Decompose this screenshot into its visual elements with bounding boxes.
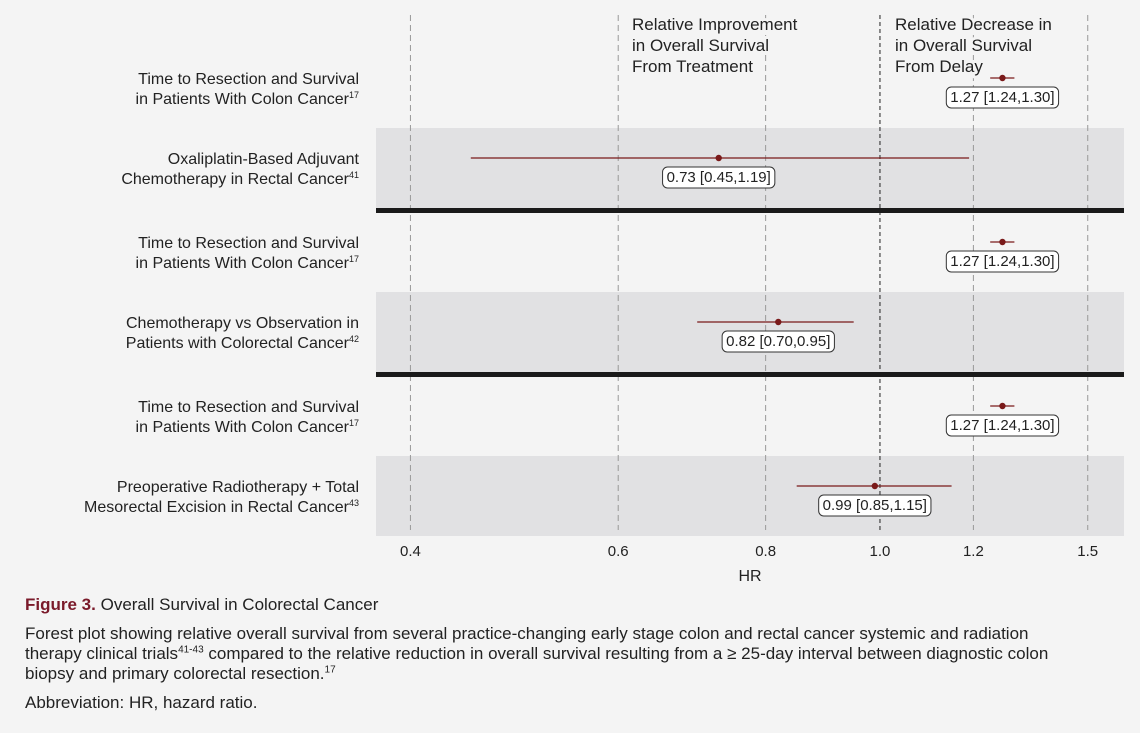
row-label-text: Mesorectal Excision in Rectal Cancer <box>84 499 350 516</box>
annotation: in Overall Survival <box>895 36 1032 55</box>
row-label-text: Oxaliplatin-Based Adjuvant <box>168 151 360 168</box>
reference: 17 <box>349 254 359 264</box>
value-label: 0.99 [0.85,1.15] <box>818 494 932 517</box>
value-label-text: 0.73 [0.45,1.19] <box>667 169 771 186</box>
value-label-box <box>818 494 932 517</box>
x-axis-label: HR <box>738 568 761 585</box>
annotation: in Overall Survival <box>632 36 769 55</box>
value-label: 0.82 [0.70,0.95] <box>721 330 835 353</box>
x-tick-label: 0.4 <box>400 543 421 560</box>
row-label-text: Time to Resection and Survival <box>138 235 359 252</box>
reference: 17 <box>324 664 336 676</box>
forest-plot: 0.4 0.6 0.8 1.0 1.2 1.5 Relative Improvement in… <box>83 15 1124 585</box>
hazard-ratio-point <box>775 318 782 326</box>
reference: 41 <box>349 170 359 180</box>
figure-title: Overall Survival in Colorectal Cancer <box>100 595 379 614</box>
caption-title: Figure 3. Overall Survival in Colorectal… <box>25 595 1085 615</box>
text: Forest plot showing relative overall sur… <box>25 624 1029 663</box>
row-label-text: in Patients With Colon Cancer <box>136 255 350 272</box>
row-label-text: in Patients With Colon Cancer <box>136 91 350 108</box>
annotation: Relative Improvement <box>632 15 798 34</box>
reference: 41-43 <box>178 644 204 656</box>
value-label-box <box>721 330 835 353</box>
hazard-ratio-point <box>715 154 722 162</box>
text: compared to the relative reduction in ov… <box>25 644 1049 683</box>
row-label: Chemotherapy vs Observation in <box>126 315 359 332</box>
hazard-ratio-point <box>999 74 1006 82</box>
value-label: 1.27 [1.24,1.30] <box>945 250 1060 273</box>
row-label-text: Patients with Colorectal Cancer <box>126 335 350 352</box>
row-separator <box>376 372 1124 377</box>
row-label: Mesorectal Excision in Rectal Cancer43 <box>84 498 359 516</box>
row-label: Preoperative Radiotherapy + Total <box>117 479 359 496</box>
row-separator <box>376 208 1124 213</box>
figure-number: Figure 3. <box>25 595 96 614</box>
value-label: 0.73 [0.45,1.19] <box>662 166 776 189</box>
row-label: Time to Resection and Survival <box>138 235 359 252</box>
value-label-text: 1.27 [1.24,1.30] <box>950 417 1054 434</box>
reference: 42 <box>349 334 359 344</box>
reference: 43 <box>349 498 359 508</box>
row-label: Time to Resection and Survival <box>138 399 359 416</box>
row-label: Oxaliplatin-Based Adjuvant <box>168 151 360 168</box>
hazard-ratio-point <box>999 402 1006 410</box>
value-label-box <box>945 414 1060 437</box>
row-label: Patients with Colorectal Cancer42 <box>126 334 359 352</box>
value-label-text: 1.27 [1.24,1.30] <box>950 89 1054 106</box>
row-label-text: Preoperative Radiotherapy + Total <box>117 479 359 496</box>
annotation: Relative Decrease in <box>895 15 1052 34</box>
hazard-ratio-point <box>999 238 1006 246</box>
row-label-text: Time to Resection and Survival <box>138 71 359 88</box>
x-tick-label: 1.2 <box>963 543 984 560</box>
abbreviation: Abbreviation: HR, hazard ratio. <box>25 693 258 712</box>
value-label: 1.27 [1.24,1.30] <box>945 414 1060 437</box>
x-tick-label: 1.0 <box>870 543 891 560</box>
reference: 17 <box>349 418 359 428</box>
value-label-text: 0.99 [0.85,1.15] <box>823 497 927 514</box>
row-label-text: in Patients With Colon Cancer <box>136 419 350 436</box>
reference: 17 <box>349 90 359 100</box>
row-band <box>376 456 1124 536</box>
row-label: Chemotherapy in Rectal Cancer41 <box>121 170 359 188</box>
row-label: in Patients With Colon Cancer17 <box>136 90 359 108</box>
value-label-box <box>945 86 1060 109</box>
x-tick-label: 1.5 <box>1077 543 1098 560</box>
value-label-box <box>945 250 1060 273</box>
row-label: Time to Resection and Survival <box>138 71 359 88</box>
value-label: 1.27 [1.24,1.30] <box>945 86 1060 109</box>
value-label-text: 0.82 [0.70,0.95] <box>726 333 830 350</box>
annotation: From Delay <box>895 57 983 76</box>
row-label-text: Time to Resection and Survival <box>138 399 359 416</box>
row-label-text: Chemotherapy vs Observation in <box>126 315 359 332</box>
caption-body: Forest plot showing relative overall sur… <box>25 624 1085 684</box>
value-label-box <box>662 166 776 189</box>
annotation: From Treatment <box>632 57 753 76</box>
row-label: in Patients With Colon Cancer17 <box>136 418 359 436</box>
value-label-text: 1.27 [1.24,1.30] <box>950 253 1054 270</box>
x-tick-label: 0.8 <box>755 543 776 560</box>
hazard-ratio-point <box>871 482 879 490</box>
x-tick-label: 0.6 <box>608 543 629 560</box>
row-label: in Patients With Colon Cancer17 <box>136 254 359 272</box>
row-label-text: Chemotherapy in Rectal Cancer <box>121 171 349 188</box>
